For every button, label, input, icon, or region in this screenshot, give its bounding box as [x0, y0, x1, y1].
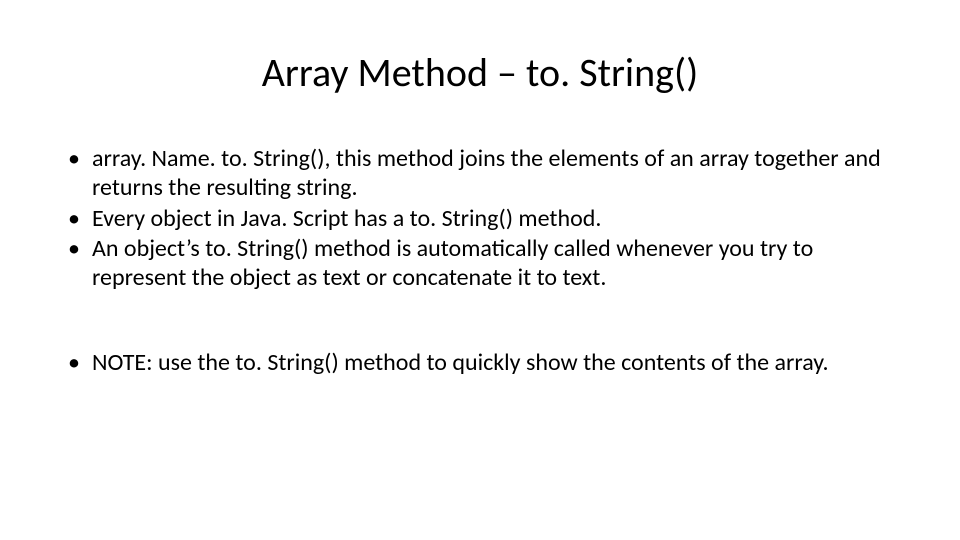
list-item: array. Name. to. String(), this method j… — [66, 145, 894, 203]
note-text: NOTE: use the to. String() method to qui… — [92, 348, 829, 377]
list-item: NOTE: use the to. String() method to qui… — [66, 349, 894, 378]
spacer — [66, 295, 894, 349]
list-item: Every object in Java. Script has a to. S… — [66, 205, 894, 234]
bullet-list: array. Name. to. String(), this method j… — [66, 145, 894, 293]
slide-title: Array Method – to. String() — [0, 48, 960, 97]
bullet-text: An object’s to. String() method is autom… — [92, 234, 813, 292]
bullet-text: Every object in Java. Script has a to. S… — [92, 204, 601, 233]
slide: Array Method – to. String() array. Name.… — [0, 0, 960, 540]
list-item: An object’s to. String() method is autom… — [66, 235, 894, 293]
bullet-text: array. Name. to. String(), this method j… — [92, 144, 881, 202]
note-list: NOTE: use the to. String() method to qui… — [66, 349, 894, 378]
slide-body: array. Name. to. String(), this method j… — [66, 145, 894, 380]
